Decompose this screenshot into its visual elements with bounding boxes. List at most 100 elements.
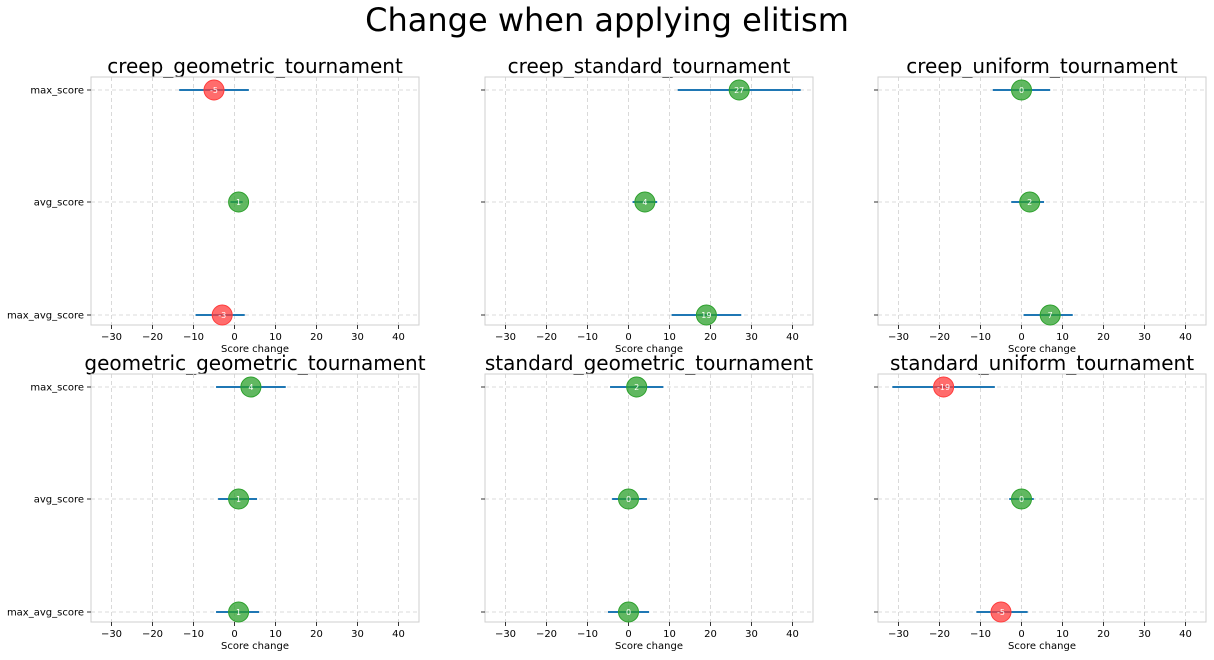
x-tick-label: −20	[929, 629, 950, 640]
x-tick-label: 10	[1056, 332, 1069, 343]
data-label: 0	[1019, 495, 1024, 504]
y-tick-label: avg_score	[34, 495, 84, 506]
subplot-6: standard_uniform_tournament −30 −20 −10 0 10 2…	[874, 351, 1207, 652]
plot-area	[484, 76, 814, 326]
subplot-title: standard_geometric_tournament	[485, 351, 813, 375]
plot-area	[877, 76, 1207, 326]
x-tick-label: 10	[269, 332, 282, 343]
x-tick-label: −20	[929, 332, 950, 343]
data-label: 7	[1048, 311, 1053, 320]
subplot-title: standard_uniform_tournament	[890, 351, 1194, 375]
data-label: 1	[236, 198, 241, 207]
x-tick-label: 0	[231, 629, 237, 640]
plot-area	[877, 373, 1207, 623]
data-point	[618, 601, 639, 623]
data-label: 0	[626, 495, 631, 504]
x-tick-label: 20	[704, 629, 717, 640]
data-label: 4	[642, 198, 647, 207]
x-tick-label: 40	[392, 332, 405, 343]
x-tick-label: −10	[577, 332, 598, 343]
data-label: 27	[734, 86, 744, 95]
subplot-4: geometric_geometric_tournament −30 −20 −10 0…	[7, 351, 426, 652]
x-axis-label: Score change	[1008, 344, 1076, 355]
x-tick-label: 40	[1179, 629, 1192, 640]
y-tick-label: max_score	[30, 383, 84, 394]
data-label: -5	[997, 608, 1005, 617]
data-point	[1011, 79, 1032, 101]
x-axis-label: Score change	[221, 641, 289, 652]
x-tick-label: 0	[231, 332, 237, 343]
data-point	[211, 304, 233, 326]
x-tick-label: 10	[269, 629, 282, 640]
x-tick-label: −30	[888, 629, 909, 640]
x-tick-label: −30	[888, 332, 909, 343]
data-point	[990, 601, 1012, 623]
x-tick-label: 20	[310, 629, 323, 640]
subplot-1: creep_geometric_tournament −30 −20 −10 0 10 20…	[7, 54, 420, 355]
subplot-2: creep_standard_tournament −30 −20 −10 0 10 20 3…	[481, 54, 814, 355]
plot-area	[90, 76, 420, 326]
x-tick-label: 10	[1056, 629, 1069, 640]
x-tick-label: 20	[704, 332, 717, 343]
x-tick-label: 30	[1138, 332, 1151, 343]
x-tick-label: −10	[183, 332, 204, 343]
x-tick-label: 30	[351, 629, 364, 640]
subplot-title: creep_standard_tournament	[508, 54, 791, 78]
x-tick-label: 0	[625, 332, 631, 343]
y-tick-label: max_avg_score	[7, 311, 84, 322]
data-label: 2	[634, 383, 639, 392]
x-tick-label: −20	[142, 629, 163, 640]
x-tick-label: 20	[1097, 332, 1110, 343]
subplot-title: creep_geometric_tournament	[107, 54, 403, 78]
data-label: -5	[210, 86, 218, 95]
subplot-3: creep_uniform_tournament −30 −20 −10 0 10 20 30…	[874, 54, 1207, 355]
data-point	[695, 304, 717, 326]
x-tick-label: 20	[1097, 629, 1110, 640]
data-point	[228, 601, 250, 623]
x-tick-label: −30	[495, 629, 516, 640]
x-axis-label: Score change	[615, 641, 683, 652]
data-point	[228, 488, 250, 510]
plot-area	[90, 373, 420, 623]
x-tick-label: 30	[745, 332, 758, 343]
data-point	[728, 79, 750, 101]
data-point	[933, 376, 955, 398]
y-tick-label: max_avg_score	[7, 608, 84, 619]
x-tick-label: 10	[663, 332, 676, 343]
x-tick-label: 40	[392, 629, 405, 640]
x-tick-label: −30	[495, 332, 516, 343]
x-tick-label: 0	[1018, 332, 1024, 343]
data-point	[1019, 191, 1041, 213]
x-tick-label: 0	[625, 629, 631, 640]
data-point	[240, 376, 262, 398]
data-point	[228, 191, 250, 213]
data-point	[1039, 304, 1061, 326]
x-axis-label: Score change	[221, 344, 289, 355]
y-tick-label: avg_score	[34, 198, 84, 209]
data-label: -3	[218, 311, 226, 320]
data-label: 19	[701, 311, 711, 320]
x-tick-label: −20	[536, 332, 557, 343]
x-tick-label: 40	[786, 332, 799, 343]
data-point	[626, 376, 648, 398]
data-point	[618, 488, 639, 510]
data-label: -19	[937, 383, 950, 392]
subplot-title: geometric_geometric_tournament	[84, 351, 425, 375]
data-label: 0	[626, 608, 631, 617]
y-tick-label: max_score	[30, 86, 84, 97]
x-tick-label: −30	[101, 629, 122, 640]
x-tick-label: −10	[183, 629, 204, 640]
data-point	[634, 191, 656, 213]
subplot-5: standard_geometric_tournament −30 −20 −10 0 1…	[481, 351, 814, 652]
data-label: 4	[248, 383, 253, 392]
data-point	[203, 79, 225, 101]
x-tick-label: 30	[351, 332, 364, 343]
x-tick-label: −10	[970, 629, 991, 640]
data-point	[1011, 488, 1032, 510]
x-tick-label: −10	[970, 332, 991, 343]
x-tick-label: 30	[1138, 629, 1151, 640]
subplot-title: creep_uniform_tournament	[906, 54, 1178, 78]
x-tick-label: −20	[536, 629, 557, 640]
